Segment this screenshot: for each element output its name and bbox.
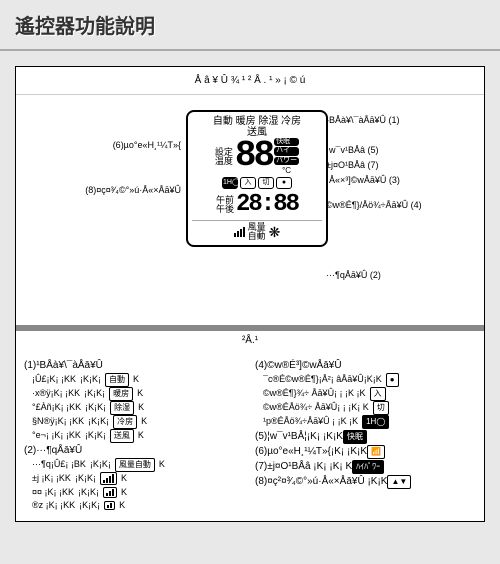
mid-label: ²Å.¹ (16, 331, 484, 350)
btn-dry: 除湿 (110, 401, 134, 415)
legend-h4: (4)©w®É³]©wÅā¥Û (255, 358, 476, 373)
legend-h7: (7)±j¤O¹BÅâ ¡K¡ ¡K¡ Kﾊｲﾊﾟﾜｰ (255, 459, 476, 474)
lcd-fan-row: 風量 自動 ❋ (192, 220, 322, 241)
btn-heat: 暖房 (109, 387, 133, 401)
callout-6: (6)µo°e«H¸¹¼T»{ (21, 140, 181, 150)
fan-blade-icon: ❋ (269, 224, 281, 241)
callout-3: ·Å«×³]©wÅā¥Û (3) (326, 175, 400, 185)
btn-fanauto: 風量自動 (115, 458, 155, 472)
btn-fan: 送風 (110, 429, 134, 443)
legend-col-right: (4)©w®É³]©wÅā¥Û ¯c®É©w®É¶}¡Å²¡ âÅā¥Û¡K¡K… (255, 358, 476, 513)
legend-h5: (5)¦w¯v¹BÅ¦¡K¡ ¡K¡K快眠 (255, 429, 476, 444)
lcd-set-label: 設定 温度 (215, 148, 233, 166)
lcd-time-row: 午前 午後 28:88 (192, 191, 322, 218)
lcd-modes: 自動 暖房 除湿 冷房 (192, 116, 322, 127)
fan-bars-icon (234, 227, 245, 237)
badge-sleep: 快眠 (274, 138, 299, 146)
callout-2: ···¶qÅā¥Û (2) (326, 270, 381, 280)
callout-8: (8)¤ç¤³⁄₄©°»ú·Å«×Åā¥Û (21, 185, 181, 195)
lcd-timer-icons: 1H◯ 入 切 ● (192, 177, 322, 189)
lcd-temp-digits: 88 (235, 140, 272, 172)
icon-in: 入 (240, 177, 256, 189)
callout-1: ¹BÅà¥\¯àÅā¥Û (1) (326, 115, 400, 125)
legend-h6: (6)µo°e«H¸¹¼T»{¡K¡ ¡K¡K📶 (255, 444, 476, 459)
btn-1h: 1H◯ (362, 415, 389, 429)
btn-power: ﾊｲﾊﾟﾜｰ (352, 460, 384, 474)
top-text: Å â ¥ Û ¾ ¹ ² Å . ¹ » ¡ © ú (16, 67, 484, 95)
legend-col-left: (1)¹BÅà¥\¯àÅā¥Û ¡Û£¡K¡ ¡KK¡K¡K¡自動K ·x®ÿ¡… (24, 358, 245, 513)
content-panel: Å â ¥ Û ¾ ¹ ² Å . ¹ » ¡ © ú 自動 暖房 除湿 冷房 … (15, 66, 485, 522)
icon-reserve: ● (276, 177, 292, 189)
icon-out: 切 (258, 177, 274, 189)
btn-cool: 冷房 (113, 415, 137, 429)
lcd-ampm: 午前 午後 (216, 196, 234, 214)
btn-in: 入 (370, 387, 386, 401)
callout-5: ¡w¯v¹BÅâ (5) (326, 145, 378, 155)
icon-signal: 📶 (367, 445, 385, 459)
badge-high: ハイ (274, 147, 299, 155)
btn-auto: 自動 (105, 373, 129, 387)
icon-1h: 1H◯ (222, 177, 238, 189)
lcd-panel: 自動 暖房 除湿 冷房 送風 設定 温度 88 快眠 ハイ パワー °C (186, 110, 328, 247)
icon-weak (104, 501, 115, 510)
btn-out: 切 (373, 401, 389, 415)
lcd-time-digits: 28:88 (236, 191, 298, 218)
page-title: 遙控器功能說明 (0, 0, 500, 51)
badge-power: パワー (274, 157, 299, 165)
legend-h2: (2)···¶qÅā¥Û (24, 443, 245, 458)
icon-strong (100, 472, 117, 485)
btn-resv: ● (386, 373, 399, 387)
legend-section: (1)¹BÅà¥\¯àÅā¥Û ¡Û£¡K¡ ¡KK¡K¡K¡自動K ·x®ÿ¡… (16, 350, 484, 521)
legend-h1: (1)¹BÅà¥\¯àÅā¥Û (24, 358, 245, 373)
lcd-fan-label: 風量 自動 (248, 223, 266, 241)
legend-h8: (8)¤ç²¤³⁄₄©°»ú·Å«×Åā¥Û ¡K¡K▲▼ (255, 474, 476, 489)
callout-4: ©w®É¶}/Åö¾÷Åā¥Û (4) (326, 200, 422, 210)
lcd-temp-row: 設定 温度 88 快眠 ハイ パワー °C (192, 138, 322, 175)
btn-sleep: 快眠 (343, 430, 367, 444)
lcd-unit: °C (282, 166, 291, 175)
callout-7: ±j¤O¹BÅâ (7) (326, 160, 378, 170)
icon-medium (103, 487, 117, 498)
diagram-area: 自動 暖房 除湿 冷房 送風 設定 温度 88 快眠 ハイ パワー °C (16, 95, 484, 325)
btn-updown: ▲▼ (387, 475, 411, 489)
